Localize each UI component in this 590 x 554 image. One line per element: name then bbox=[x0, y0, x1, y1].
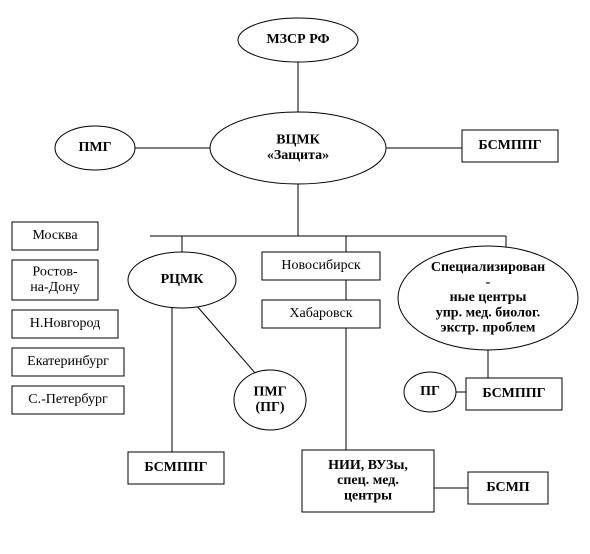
node-nnov: Н.Новгород bbox=[12, 310, 118, 338]
node-label-ekat-0: Екатеринбург bbox=[27, 354, 109, 369]
node-label-nii-0: НИИ, ВУЗы, bbox=[328, 458, 408, 473]
node-label-spb-0: С.-Петербург bbox=[28, 392, 108, 407]
node-label-mzsr-0: МЗСР РФ bbox=[266, 32, 329, 47]
node-spb: С.-Петербург bbox=[12, 386, 124, 414]
node-spec: Специализирован-ные центрыупр. мед. биол… bbox=[398, 246, 578, 350]
node-label-rcmk-0: РЦМК bbox=[161, 272, 205, 287]
node-label-novosib-0: Новосибирск bbox=[281, 258, 361, 273]
node-label-spec-4: экстр. проблем bbox=[441, 320, 536, 335]
node-rcmk: РЦМК bbox=[128, 252, 236, 308]
node-label-pmg-0: ПМГ bbox=[78, 140, 111, 155]
node-novosib: Новосибирск bbox=[262, 252, 380, 280]
node-bsmppg1: БСМППГ bbox=[462, 130, 558, 162]
node-label-bsmppg3-0: БСМППГ bbox=[144, 460, 207, 475]
node-bsmppg2: БСМППГ bbox=[466, 378, 562, 410]
node-label-habar-0: Хабаровск bbox=[289, 306, 352, 321]
node-bsmppg3: БСМППГ bbox=[128, 452, 224, 484]
node-label-vcmk-0: ВЦМК bbox=[276, 133, 320, 148]
node-label-pg-0: ПГ bbox=[420, 384, 440, 399]
node-pmg: ПМГ bbox=[55, 126, 135, 170]
nodes-layer: МЗСР РФВЦМК«Защита»ПМГБСМППГМоскваРостов… bbox=[12, 18, 578, 512]
node-label-rostov-0: Ростов- bbox=[32, 265, 78, 280]
node-rostov: Ростов-на-Дону bbox=[12, 260, 98, 300]
node-label-bsmppg2-0: БСМППГ bbox=[482, 386, 545, 401]
node-pg: ПГ bbox=[404, 372, 456, 412]
node-nii: НИИ, ВУЗы,спец. мед.центры bbox=[302, 450, 434, 512]
node-vcmk: ВЦМК«Защита» bbox=[210, 112, 386, 184]
node-label-vcmk-1: «Защита» bbox=[267, 148, 329, 163]
node-label-moscow-0: Москва bbox=[32, 228, 78, 243]
node-label-spec-1: - bbox=[486, 275, 491, 290]
node-mzsr: МЗСР РФ bbox=[238, 18, 358, 62]
node-moscow: Москва bbox=[12, 222, 98, 250]
node-label-nii-2: центры bbox=[344, 488, 392, 503]
node-label-spec-0: Специализирован bbox=[431, 260, 545, 275]
node-pmg_pg: ПМГ(ПГ) bbox=[234, 370, 306, 430]
node-ekat: Екатеринбург bbox=[12, 348, 124, 376]
node-label-spec-2: ные центры bbox=[450, 290, 527, 305]
node-label-rostov-1: на-Дону bbox=[30, 280, 79, 295]
node-bsmp: БСМП bbox=[468, 472, 548, 504]
node-label-pmg_pg-0: ПМГ bbox=[253, 385, 286, 400]
edge-rcmk-pmg_pg bbox=[196, 305, 256, 374]
node-label-spec-3: упр. мед. биолог. bbox=[436, 305, 541, 320]
node-label-pmg_pg-1: (ПГ) bbox=[255, 400, 284, 415]
org-diagram: МЗСР РФВЦМК«Защита»ПМГБСМППГМоскваРостов… bbox=[0, 0, 590, 554]
node-label-bsmp-0: БСМП bbox=[486, 480, 529, 495]
node-label-nnov-0: Н.Новгород bbox=[30, 316, 100, 331]
node-label-bsmppg1-0: БСМППГ bbox=[478, 138, 541, 153]
node-label-nii-1: спец. мед. bbox=[337, 473, 399, 488]
node-habar: Хабаровск bbox=[262, 300, 380, 328]
